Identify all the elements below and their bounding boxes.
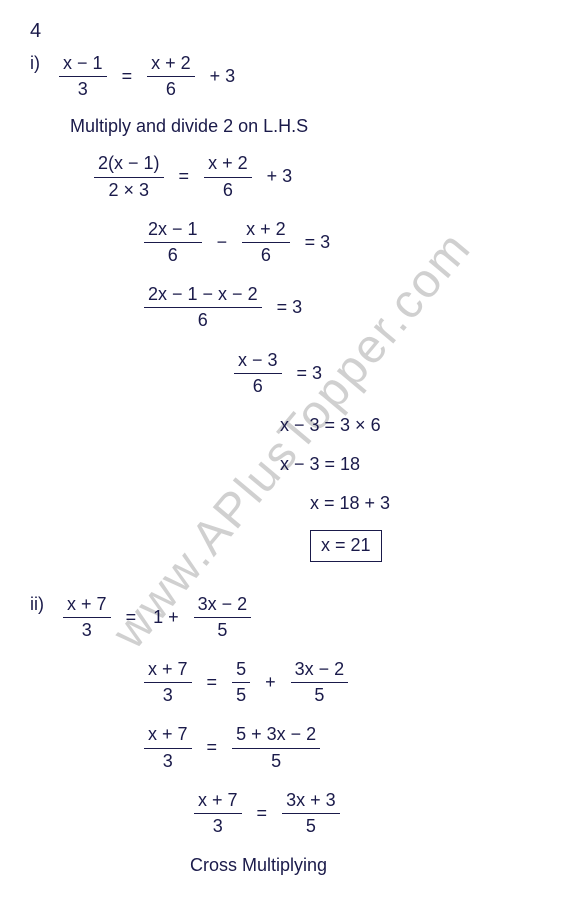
denominator: 5 bbox=[232, 749, 320, 774]
denominator: 5 bbox=[194, 618, 252, 643]
plain-eq: x − 3 = 18 bbox=[280, 454, 360, 474]
boxed-answer: x = 21 bbox=[310, 530, 382, 561]
constant: + 3 bbox=[210, 64, 236, 89]
denominator: 5 bbox=[291, 683, 349, 708]
denominator: 6 bbox=[144, 243, 202, 268]
step: x + 7 3 = 3x + 3 5 bbox=[30, 788, 553, 839]
numerator: x + 7 bbox=[144, 722, 192, 748]
numerator: 3x − 2 bbox=[194, 592, 252, 618]
numerator: x + 7 bbox=[194, 788, 242, 814]
fraction: 5 + 3x − 2 5 bbox=[232, 722, 320, 773]
step-answer: x = 21 bbox=[30, 530, 553, 561]
denominator: 3 bbox=[144, 749, 192, 774]
fraction: 2(x − 1) 2 × 3 bbox=[94, 151, 164, 202]
numerator: x + 2 bbox=[147, 51, 195, 77]
numerator: 5 + 3x − 2 bbox=[232, 722, 320, 748]
denominator: 3 bbox=[194, 814, 242, 839]
fraction: 5 5 bbox=[232, 657, 250, 708]
numerator: x + 2 bbox=[204, 151, 252, 177]
denominator: 6 bbox=[234, 374, 282, 399]
denominator: 3 bbox=[63, 618, 111, 643]
equals: = bbox=[257, 801, 268, 826]
fraction: x + 7 3 bbox=[63, 592, 111, 643]
part-i-row: i) x − 1 3 = x + 2 6 + 3 bbox=[30, 51, 553, 102]
equals: = bbox=[122, 64, 133, 89]
plus: + bbox=[265, 670, 276, 695]
rhs: = 3 bbox=[277, 295, 303, 320]
numerator: x + 7 bbox=[63, 592, 111, 618]
fraction: x + 7 3 bbox=[144, 722, 192, 773]
part-label-ii: ii) bbox=[30, 592, 44, 617]
numerator: x + 7 bbox=[144, 657, 192, 683]
question-number: 4 bbox=[30, 20, 553, 43]
numerator: 2(x − 1) bbox=[94, 151, 164, 177]
final-instruction: Cross Multiplying bbox=[30, 853, 553, 878]
step: 2x − 1 − x − 2 6 = 3 bbox=[30, 282, 553, 333]
equals: = bbox=[207, 670, 218, 695]
fraction: x − 1 3 bbox=[59, 51, 107, 102]
denominator: 6 bbox=[242, 243, 290, 268]
instruction-text: Multiply and divide 2 on L.H.S bbox=[70, 116, 553, 137]
denominator: 5 bbox=[232, 683, 250, 708]
denominator: 6 bbox=[147, 77, 195, 102]
denominator: 6 bbox=[144, 308, 262, 333]
fraction: 3x − 2 5 bbox=[194, 592, 252, 643]
handwritten-page: 4 i) x − 1 3 = x + 2 6 + 3 Multiply and … bbox=[0, 0, 583, 912]
numerator: 3x − 2 bbox=[291, 657, 349, 683]
fraction: 2x − 1 − x − 2 6 bbox=[144, 282, 262, 333]
constant-pre: 1 + bbox=[153, 605, 179, 630]
step: x + 7 3 = 5 5 + 3x − 2 5 bbox=[30, 657, 553, 708]
denominator: 3 bbox=[144, 683, 192, 708]
step: 2(x − 1) 2 × 3 = x + 2 6 + 3 bbox=[30, 151, 553, 202]
numerator: 2x − 1 − x − 2 bbox=[144, 282, 262, 308]
numerator: 3x + 3 bbox=[282, 788, 340, 814]
fraction: x + 2 6 bbox=[147, 51, 195, 102]
denominator: 2 × 3 bbox=[94, 178, 164, 203]
plain-eq: x = 18 + 3 bbox=[310, 493, 390, 513]
denominator: 5 bbox=[282, 814, 340, 839]
fraction: x + 2 6 bbox=[242, 217, 290, 268]
fraction: x + 2 6 bbox=[204, 151, 252, 202]
numerator: x + 2 bbox=[242, 217, 290, 243]
rhs: = 3 bbox=[297, 361, 323, 386]
numerator: x − 3 bbox=[234, 348, 282, 374]
part-label-i: i) bbox=[30, 51, 40, 76]
fraction: 3x − 2 5 bbox=[291, 657, 349, 708]
equals: = bbox=[179, 164, 190, 189]
denominator: 3 bbox=[59, 77, 107, 102]
constant: + 3 bbox=[267, 164, 293, 189]
denominator: 6 bbox=[204, 178, 252, 203]
numerator: x − 1 bbox=[59, 51, 107, 77]
step: x + 7 3 = 5 + 3x − 2 5 bbox=[30, 722, 553, 773]
equals: = bbox=[126, 605, 137, 630]
minus: − bbox=[217, 230, 228, 255]
fraction: x + 7 3 bbox=[194, 788, 242, 839]
equals: = bbox=[207, 735, 218, 760]
numerator: 2x − 1 bbox=[144, 217, 202, 243]
step: 2x − 1 6 − x + 2 6 = 3 bbox=[30, 217, 553, 268]
step: x = 18 + 3 bbox=[30, 491, 553, 516]
part-ii-row: ii) x + 7 3 = 1 + 3x − 2 5 bbox=[30, 592, 553, 643]
step: x − 3 = 3 × 6 bbox=[30, 413, 553, 438]
step: x − 3 6 = 3 bbox=[30, 348, 553, 399]
fraction: x + 7 3 bbox=[144, 657, 192, 708]
fraction: 3x + 3 5 bbox=[282, 788, 340, 839]
fraction: x − 3 6 bbox=[234, 348, 282, 399]
numerator: 5 bbox=[232, 657, 250, 683]
fraction: 2x − 1 6 bbox=[144, 217, 202, 268]
plain-eq: x − 3 = 3 × 6 bbox=[280, 415, 381, 435]
step: x − 3 = 18 bbox=[30, 452, 553, 477]
rhs: = 3 bbox=[305, 230, 331, 255]
